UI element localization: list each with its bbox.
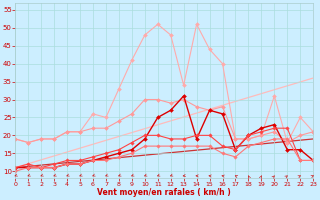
X-axis label: Vent moyen/en rafales ( km/h ): Vent moyen/en rafales ( km/h ) — [97, 188, 231, 197]
